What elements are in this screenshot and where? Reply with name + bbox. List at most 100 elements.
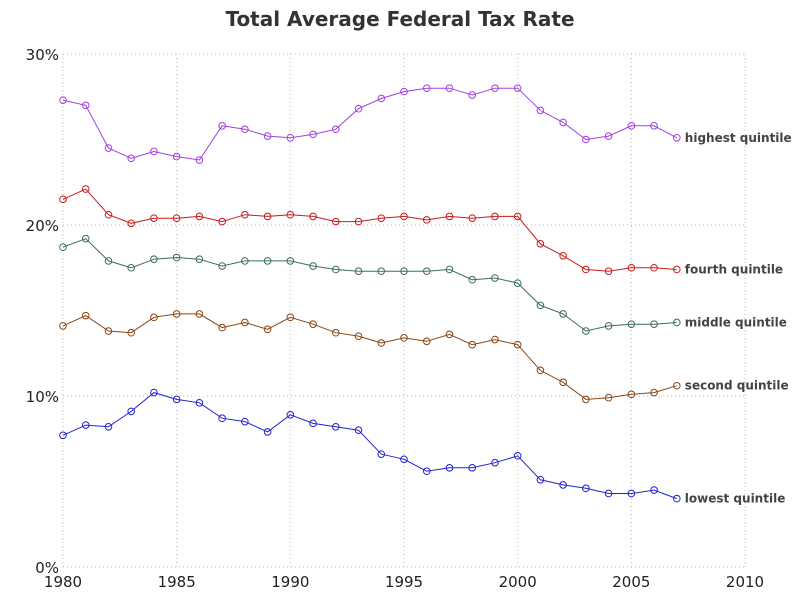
data-point [286,411,295,419]
data-point [81,234,90,243]
series: second quintile [59,310,789,404]
data-point [104,422,113,431]
data-point [422,84,431,92]
data-point [59,96,67,104]
data-point [513,279,522,287]
data-point [241,125,249,134]
data-point [263,325,272,334]
x-tick-label: 2005 [612,573,650,591]
data-point [377,267,386,275]
series-group: highest quintile fourth quintile middle qu… [59,84,792,506]
data-point [127,219,135,228]
data-point [468,91,477,99]
y-tick-label: 0% [35,559,59,577]
data-point [218,217,226,226]
data-point [627,122,636,130]
data-point [332,217,340,226]
data-point [582,395,590,404]
data-point [286,257,295,265]
data-point [172,214,181,222]
data-point [627,263,636,272]
y-tick-label: 20% [26,217,59,235]
data-point [150,388,158,397]
data-point [445,84,454,92]
data-point [422,467,431,476]
data-point [627,489,636,498]
data-point [286,133,295,142]
x-tick-label: 2000 [499,573,537,591]
data-point [400,455,408,464]
data-point [104,257,113,265]
data-point [263,257,272,265]
data-point [195,255,204,264]
data-point [286,313,295,322]
data-point [104,210,113,219]
series-label: fourth quintile [685,262,783,276]
data-point [513,452,522,460]
data-point [81,421,90,429]
data-point [263,428,272,436]
data-point [604,267,613,275]
data-point [491,458,499,467]
data-point [241,318,249,327]
data-point [559,310,567,318]
series-line [62,313,677,400]
data-point [263,212,272,221]
data-point [354,217,363,226]
data-point [309,320,317,328]
data-point [468,340,477,349]
data-point [604,393,613,402]
x-tick-label: 1985 [158,573,196,591]
data-point [673,133,681,142]
y-tick-label: 10% [26,388,59,406]
data-point [218,414,226,423]
data-point [673,318,681,327]
series-label: middle quintile [685,315,787,329]
data-point [332,265,340,274]
data-point [172,395,181,404]
data-point [582,265,590,274]
data-point [104,327,113,335]
data-point [536,106,545,115]
data-point [59,431,67,440]
data-point [536,366,545,375]
data-point [582,327,590,335]
data-point [377,339,386,347]
y-tick-label: 30% [26,46,59,64]
data-point [400,334,408,342]
x-tick-label: 1980 [44,573,82,591]
data-point [195,310,204,318]
series-label: second quintile [685,379,789,393]
data-point [445,464,454,472]
data-point [536,240,545,248]
data-point [559,251,567,260]
data-point [309,262,317,270]
data-point [650,263,658,272]
data-point [81,311,90,320]
x-tick-label: 1990 [271,573,309,591]
data-point [559,481,567,489]
grid [62,53,746,568]
data-point [650,320,658,328]
data-point [491,335,499,344]
data-point [354,104,363,113]
series-label: lowest quintile [685,492,786,506]
data-point [536,475,545,484]
data-point [582,484,590,493]
data-point [377,214,386,222]
data-point [332,422,340,431]
data-point [218,262,226,270]
data-point [377,450,386,458]
data-point [627,390,636,399]
data-point [445,212,454,221]
data-point [627,320,636,328]
data-point [172,253,181,262]
data-point [604,322,613,330]
data-point [422,216,431,224]
data-point [195,399,204,407]
series: lowest quintile [59,388,786,506]
data-point [354,332,363,340]
data-point [81,185,90,193]
data-point [513,84,522,92]
